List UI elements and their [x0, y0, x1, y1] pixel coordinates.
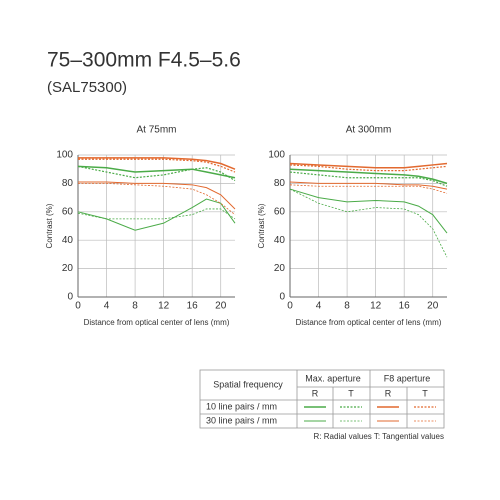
chart-title: At 300mm — [346, 125, 392, 136]
title: 75–300mm F4.5–5.6 — [47, 49, 241, 72]
x-tick-label: 20 — [427, 301, 439, 312]
x-axis-label: Distance from optical center of lens (mm… — [296, 318, 442, 327]
y-axis-label: Contrast (%) — [257, 203, 266, 248]
series-line — [78, 181, 236, 210]
table-header: Max. aperture — [305, 373, 361, 383]
y-tick-label: 0 — [67, 292, 73, 303]
x-tick-label: 16 — [399, 301, 411, 312]
series-line — [289, 188, 448, 258]
y-tick-label: 0 — [279, 292, 285, 303]
x-tick-label: 16 — [187, 301, 199, 312]
y-tick-label: 40 — [62, 235, 74, 246]
y-tick-label: 40 — [274, 235, 286, 246]
table-border — [199, 369, 445, 429]
table-header: F8 aperture — [384, 373, 431, 383]
x-tick-label: 8 — [132, 301, 138, 312]
y-tick-label: 20 — [274, 263, 286, 274]
table-subheader: T — [422, 388, 428, 398]
series-line — [289, 168, 448, 185]
y-tick-label: 100 — [268, 150, 285, 161]
y-tick-label: 20 — [62, 263, 74, 274]
series-line — [289, 171, 448, 187]
y-tick-label: 80 — [274, 178, 286, 189]
x-axis-label: Distance from optical center of lens (mm… — [84, 318, 230, 327]
series-line — [78, 158, 236, 173]
series-line — [77, 198, 236, 231]
x-tick-label: 4 — [104, 301, 110, 312]
x-tick-label: 0 — [75, 301, 81, 312]
series-line — [78, 183, 236, 215]
series-line — [289, 162, 448, 169]
y-tick-label: 60 — [274, 206, 286, 217]
table-subheader: R — [385, 388, 392, 398]
subtitle: (SAL75300) — [47, 79, 127, 96]
y-tick-label: 100 — [56, 150, 73, 161]
x-tick-label: 12 — [158, 301, 170, 312]
table-row-label: 30 line pairs / mm — [206, 415, 277, 425]
x-tick-label: 8 — [344, 301, 350, 312]
y-tick-label: 80 — [62, 178, 74, 189]
table-row-label: 10 line pairs / mm — [206, 401, 277, 411]
series-line — [77, 165, 236, 179]
x-tick-label: 20 — [215, 301, 227, 312]
series-line — [289, 181, 448, 190]
x-tick-label: 12 — [370, 301, 382, 312]
table-header: Spatial frequency — [213, 379, 283, 389]
y-axis-label: Contrast (%) — [45, 203, 54, 248]
x-tick-label: 0 — [287, 301, 293, 312]
chart-title: At 75mm — [136, 125, 176, 136]
series-line — [78, 157, 236, 170]
x-tick-label: 4 — [316, 301, 322, 312]
table-note: R: Radial values T: Tangential values — [314, 432, 444, 441]
table-subheader: R — [312, 388, 319, 398]
table-subheader: T — [348, 388, 354, 398]
y-tick-label: 60 — [62, 206, 74, 217]
series-line — [289, 164, 448, 172]
series-line — [289, 184, 448, 194]
series-line — [289, 188, 448, 234]
legend-table — [199, 369, 445, 429]
